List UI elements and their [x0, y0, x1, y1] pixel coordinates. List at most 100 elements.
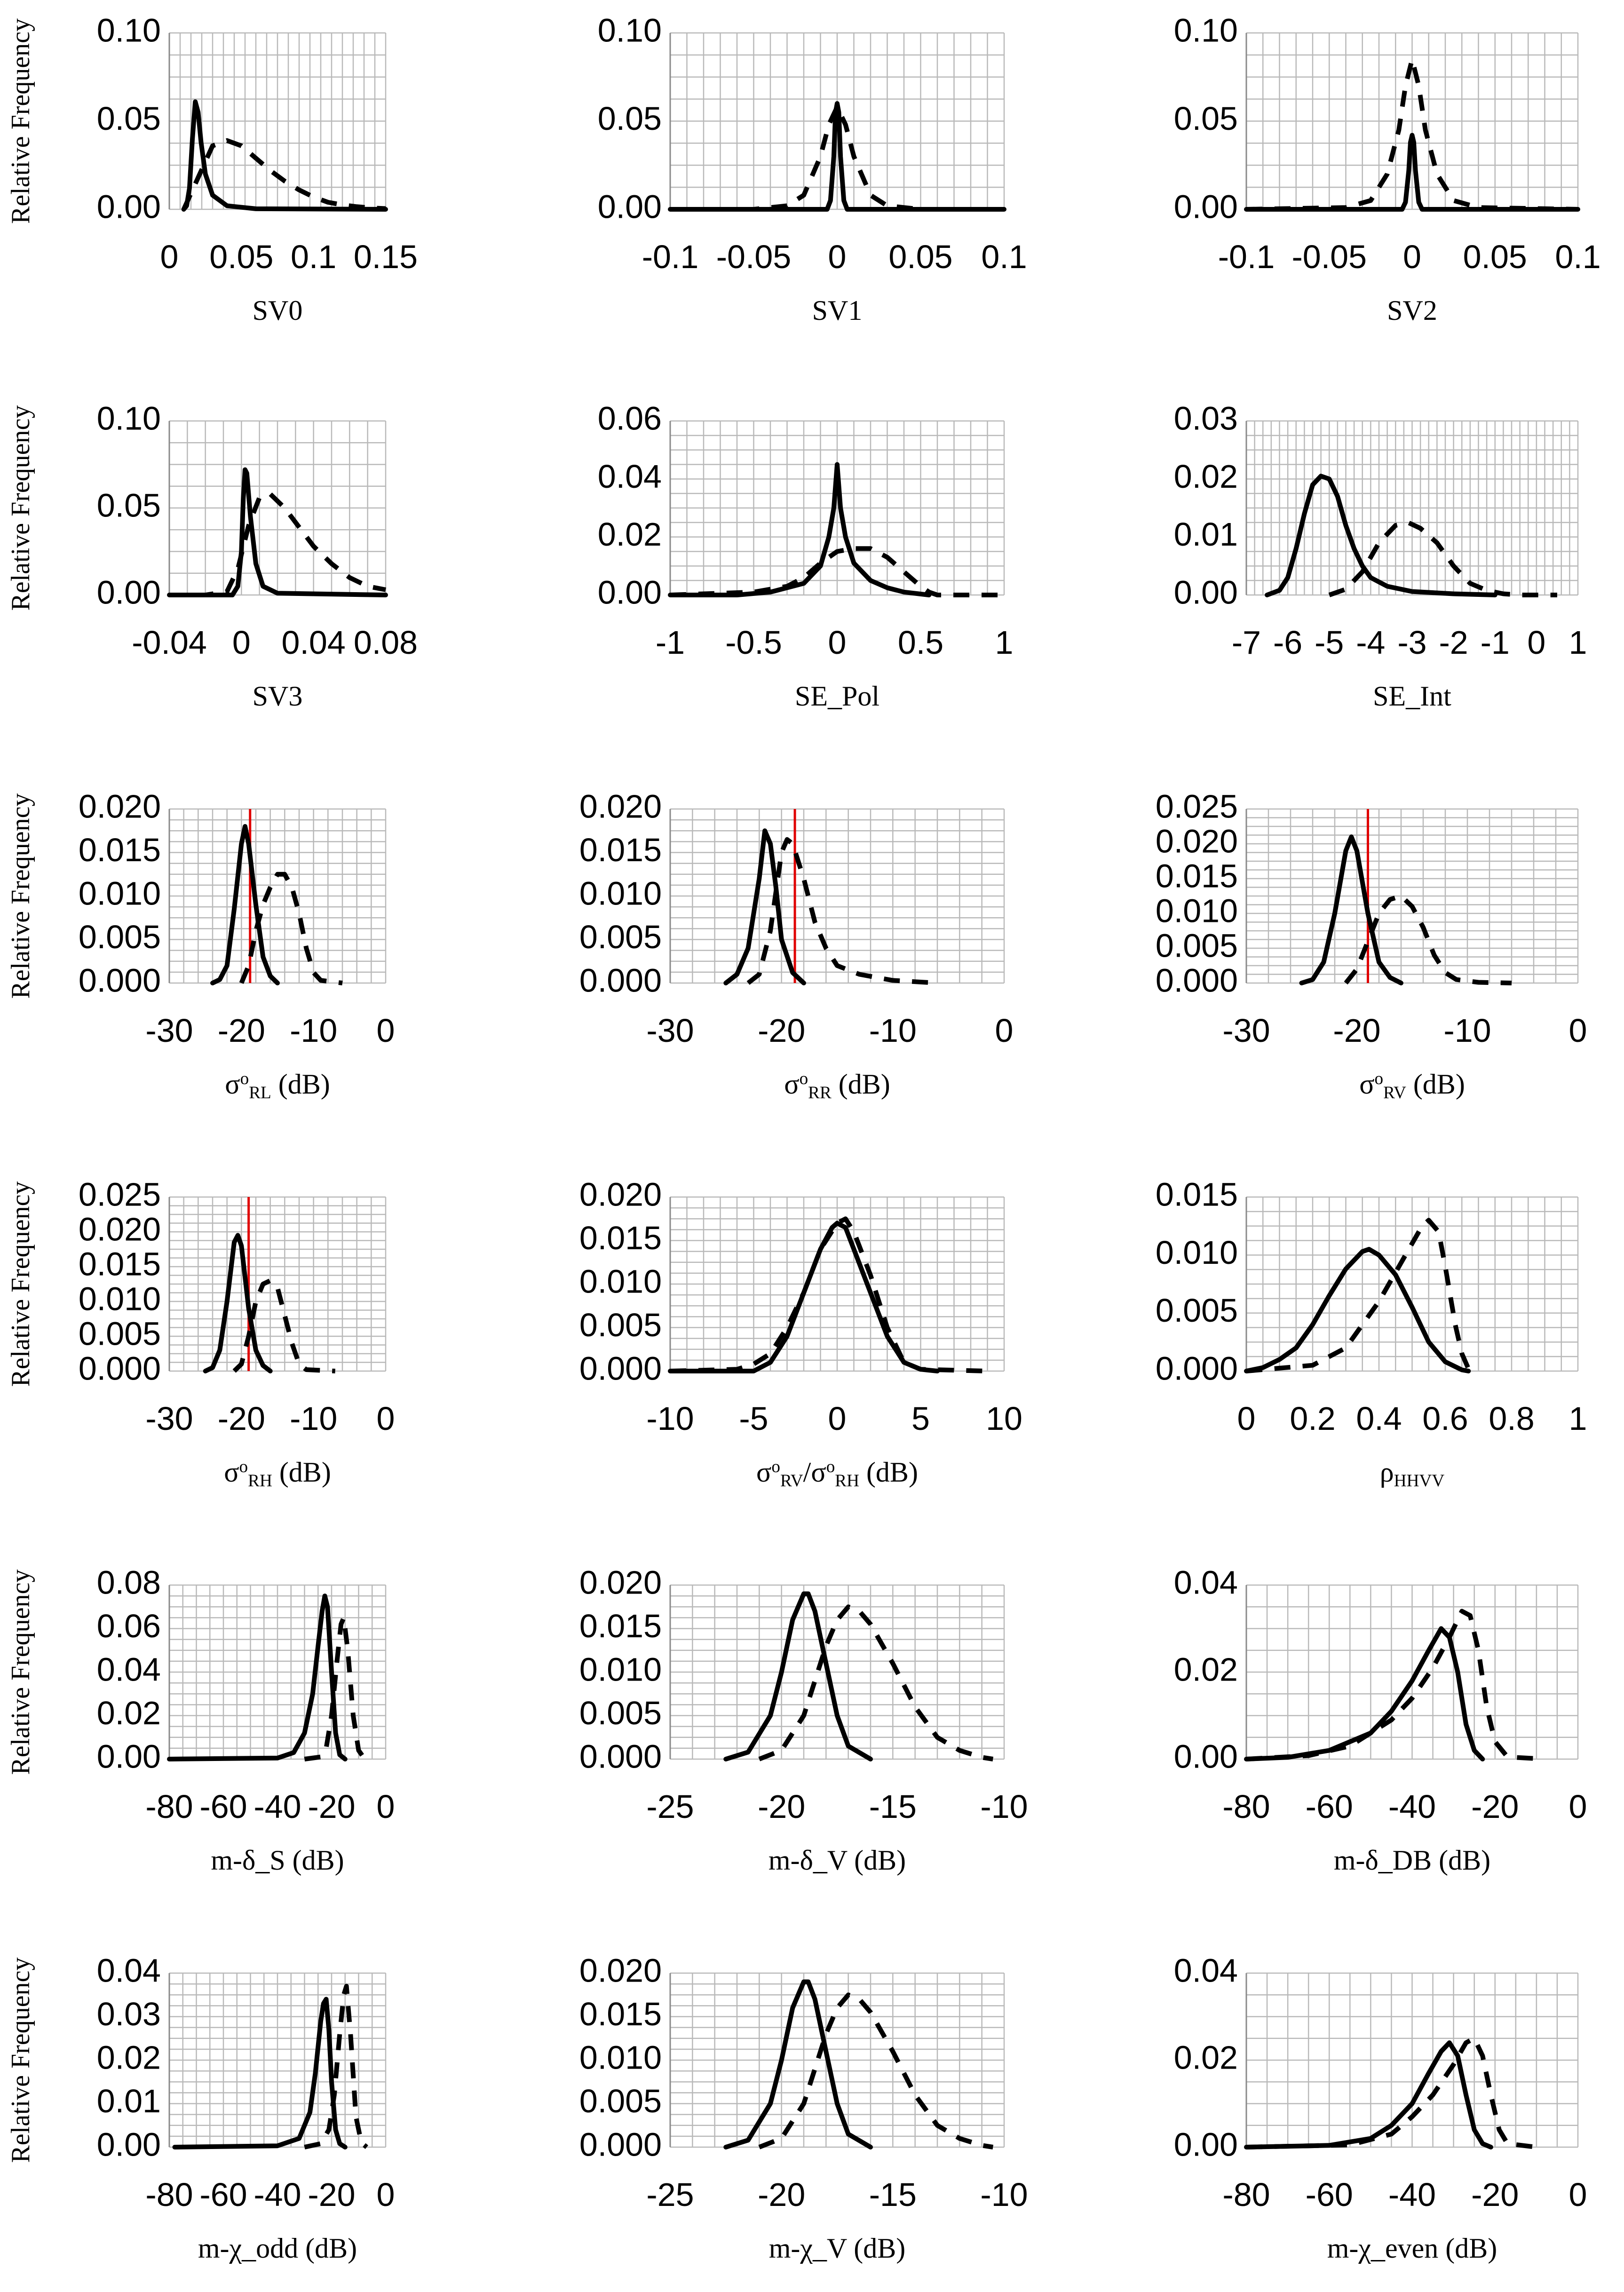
y-tick-label: 0.05 [97, 487, 161, 523]
series-solid [181, 99, 388, 212]
x-tick-label: 0 [828, 238, 847, 275]
chart-sv2: 0.00 0.05 0.10 -0.1 -0.05 0 0.05 0.1 SV2 [1174, 12, 1601, 326]
x-tick-label: -80 [1222, 2176, 1270, 2213]
x-axis-title: SE_Pol [795, 681, 879, 712]
y-tick-label: 0.010 [79, 875, 161, 912]
x-axis-title: m-χ_V (dB) [769, 2233, 906, 2264]
x-tick-label: -80 [1222, 1788, 1270, 1825]
x-tick-label: 0 [1569, 2176, 1587, 2213]
grid [1245, 32, 1579, 210]
y-tick-label: 0.02 [97, 2039, 161, 2076]
x-tick-label: 0 [160, 238, 179, 275]
y-tick-label: 0.01 [1174, 516, 1238, 553]
x-tick-label: 0 [1527, 624, 1545, 661]
series-dashed [746, 837, 938, 985]
y-tick-label: 0.015 [579, 1608, 662, 1644]
x-axis-title: m-χ_odd (dB) [198, 2233, 357, 2264]
x-tick-label: -10 [290, 1400, 337, 1437]
series-solid [723, 1591, 873, 1761]
y-tick-label: 0.05 [97, 100, 161, 137]
x-tick-label: -60 [199, 1788, 247, 1825]
y-tick-label: 0.005 [79, 919, 161, 955]
x-tick-label: 1 [995, 624, 1014, 661]
x-tick-label: -40 [254, 1788, 301, 1825]
x-tick-label: 0.05 [1463, 238, 1527, 275]
x-axis-title: σoRV (dB) [1359, 1069, 1465, 1102]
y-axis-title: Relative Frequency [6, 18, 35, 224]
y-tick-label: 0.005 [579, 2083, 662, 2119]
chart-se_pol: 0.00 0.02 0.04 0.06 -1 -0.5 0 0.5 1 SE_Pol [598, 400, 1014, 712]
series-dashed [182, 138, 386, 211]
x-tick-label: -30 [145, 1400, 193, 1437]
x-tick-label: 0.5 [898, 624, 943, 661]
series-dashed [670, 1216, 988, 1373]
x-tick-label: -30 [646, 1012, 694, 1049]
y-tick-label: 0.010 [1156, 892, 1238, 929]
chart-m_chi_even: 0.00 0.02 0.04 -80 -60 -40 -20 0 m-χ_even (dB) [1174, 1952, 1587, 2264]
y-tick-label: 0.00 [598, 188, 662, 225]
y-tick-label: 0.00 [1174, 1738, 1238, 1775]
y-tick-label: 0.00 [1174, 188, 1238, 225]
series-dashed [1246, 57, 1578, 212]
x-tick-label: -25 [646, 1788, 694, 1825]
series-dashed [670, 546, 1004, 597]
x-tick-label: -10 [980, 2176, 1028, 2213]
x-tick-label: -60 [199, 2176, 247, 2213]
y-tick-label: 0.03 [1174, 400, 1238, 436]
y-tick-label: 0.005 [579, 1307, 662, 1343]
chart-sv3: 0.00 0.05 0.10 -0.04 0 0.04 0.08 SV3 Relative Fr… [6, 400, 418, 712]
y-tick-label: 0.005 [1156, 1292, 1238, 1329]
series-dashed [687, 104, 1004, 212]
series-dashed [239, 872, 343, 985]
x-tick-label: -20 [1333, 1012, 1380, 1049]
x-tick-label: -2 [1439, 624, 1468, 661]
x-tick-label: -40 [1388, 2176, 1436, 2213]
x-tick-label: 0.1 [291, 238, 336, 275]
x-tick-label: 0 [377, 1400, 395, 1437]
x-tick-label: 0.4 [1356, 1400, 1402, 1437]
chart-s_rr: 0.000 0.005 0.010 0.015 0.020 -30 -20 -10 0 σoRR … [579, 788, 1014, 1102]
y-tick-label: 0.02 [97, 1695, 161, 1731]
series-solid [723, 1979, 873, 2149]
x-tick-label: -20 [308, 1788, 355, 1825]
y-tick-label: 0.025 [79, 1176, 161, 1213]
y-tick-label: 0.01 [97, 2083, 161, 2119]
y-tick-label: 0.00 [97, 1738, 161, 1775]
y-tick-label: 0.010 [579, 2039, 662, 2076]
x-axis-title: σoRR (dB) [784, 1069, 890, 1102]
y-tick-label: 0.020 [579, 1176, 662, 1213]
x-tick-label: -20 [1471, 2176, 1519, 2213]
x-tick-label: 0 [828, 1400, 847, 1437]
grid [669, 1972, 1005, 2148]
x-tick-label: 0.8 [1489, 1400, 1534, 1437]
x-tick-label: 0 [1403, 238, 1421, 275]
series-dashed [1246, 2036, 1537, 2149]
x-tick-label: 0 [377, 1012, 395, 1049]
y-tick-label: 0.005 [79, 1315, 161, 1352]
series-solid [167, 1594, 348, 1761]
x-tick-label: 0.05 [209, 238, 273, 275]
x-axis-title: SV1 [812, 295, 863, 326]
series-solid [668, 462, 932, 597]
x-axis-title: SV2 [1387, 295, 1437, 326]
grid [168, 1972, 387, 2148]
series-solid [167, 467, 388, 597]
series-dashed [169, 492, 386, 597]
x-tick-label: -0.1 [642, 238, 699, 275]
chart-s_rl: 0.000 0.005 0.010 0.015 0.020 -30 -20 -10 0 σoRL … [6, 788, 395, 1102]
x-tick-label: -0.5 [725, 624, 782, 661]
y-tick-label: 0.010 [79, 1280, 161, 1317]
y-tick-label: 0.015 [579, 832, 662, 868]
x-tick-label: -10 [869, 1012, 917, 1049]
grid [669, 420, 1005, 596]
x-tick-label: -10 [1443, 1012, 1491, 1049]
series-solid [1244, 133, 1580, 212]
y-tick-label: 0.000 [579, 1350, 662, 1387]
y-tick-label: 0.005 [579, 1695, 662, 1731]
y-tick-label: 0.06 [598, 400, 662, 436]
x-tick-label: -6 [1273, 624, 1302, 661]
x-tick-label: 1 [1569, 624, 1587, 661]
x-tick-label: 0.1 [1555, 238, 1600, 275]
x-tick-label: -20 [758, 1012, 805, 1049]
